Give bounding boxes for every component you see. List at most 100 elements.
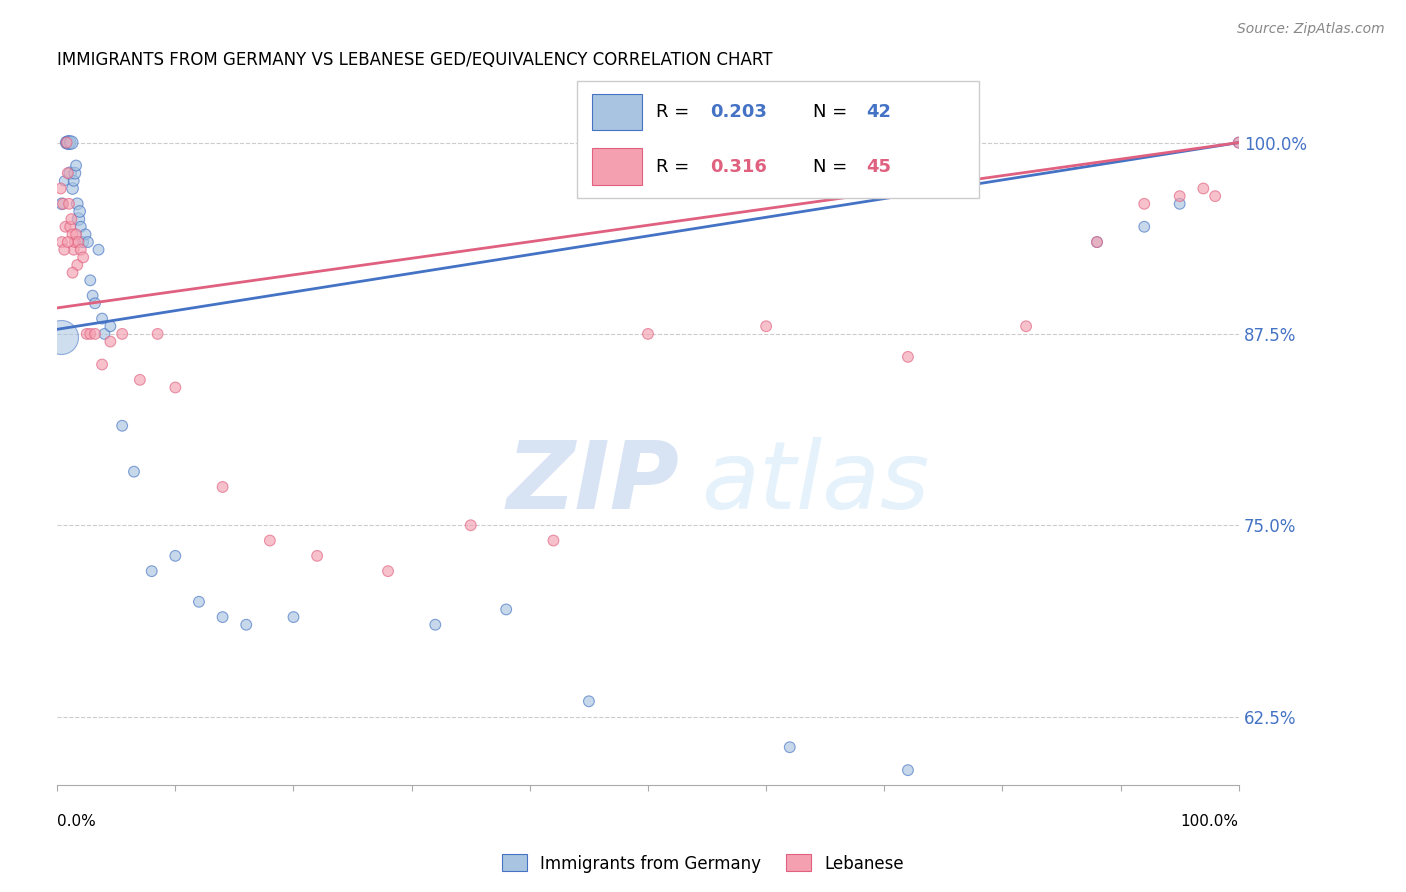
Point [56,136,79,150]
Point [60,212,83,227]
Point [52,196,75,211]
Point [141,564,163,578]
Point [98,334,121,349]
Point [66,258,89,272]
Point [63,235,86,249]
Point [62,227,84,242]
Point [211,480,233,494]
Point [91,311,114,326]
Point [63,166,86,180]
Point [1168,189,1191,203]
Legend: Immigrants from Germany, Lebanese: Immigrants from Germany, Lebanese [495,847,911,880]
Point [55,219,77,234]
Point [58,136,80,150]
Point [79,326,101,341]
Point [53,243,76,257]
Point [59,219,82,234]
Point [122,465,145,479]
Text: Source: ZipAtlas.com: Source: ZipAtlas.com [1237,22,1385,37]
Point [51,196,73,211]
Point [77,235,100,249]
Point [56,235,79,249]
Point [62,181,84,195]
Point [1192,181,1215,195]
Point [65,227,87,242]
Text: IMMIGRANTS FROM GERMANY VS LEBANESE GED/EQUIVALENCY CORRELATION CHART: IMMIGRANTS FROM GERMANY VS LEBANESE GED/… [58,51,773,69]
Point [91,358,114,372]
Point [1015,319,1038,334]
Point [460,518,482,533]
Text: 45: 45 [866,158,891,176]
Point [259,533,281,548]
Point [1227,136,1250,150]
Point [67,212,90,227]
Point [637,326,659,341]
Point [49,330,72,344]
Point [1204,189,1226,203]
Point [1133,219,1156,234]
Point [377,564,399,578]
Point [111,418,134,433]
FancyBboxPatch shape [576,81,979,197]
Point [53,174,76,188]
Point [211,610,233,624]
Point [62,266,84,280]
Point [60,136,83,150]
Point [55,136,77,150]
Point [76,326,98,341]
Text: atlas: atlas [702,437,929,528]
Text: N =: N = [814,158,853,176]
Point [779,740,801,755]
Point [65,159,87,173]
Point [897,350,920,364]
Point [578,694,600,708]
Point [79,273,101,287]
Point [87,243,110,257]
Text: 42: 42 [866,103,891,121]
Point [58,196,80,211]
Point [307,549,329,563]
Text: R =: R = [657,103,695,121]
Text: R =: R = [657,158,695,176]
Point [1133,196,1156,211]
Point [188,595,211,609]
Point [235,617,257,632]
Point [1168,196,1191,211]
Text: N =: N = [814,103,853,121]
Point [111,326,134,341]
Point [72,235,94,249]
Text: ZIP: ZIP [506,437,679,529]
Point [75,227,97,242]
FancyBboxPatch shape [592,148,643,185]
Point [425,617,447,632]
Point [69,204,91,219]
Point [84,326,107,341]
Point [62,174,84,188]
Point [82,288,104,302]
Point [495,602,517,616]
Point [67,235,90,249]
Point [1227,136,1250,150]
Point [165,549,187,563]
FancyBboxPatch shape [592,94,643,130]
Text: 0.316: 0.316 [710,158,768,176]
Text: 0.203: 0.203 [710,103,768,121]
Text: 0.0%: 0.0% [58,814,96,829]
Point [283,610,305,624]
Point [897,763,920,777]
Point [69,219,91,234]
Point [146,326,169,341]
Text: 100.0%: 100.0% [1181,814,1239,829]
Point [49,181,72,195]
Point [66,196,89,211]
Point [55,136,77,150]
Point [72,251,94,265]
Point [51,235,73,249]
Point [93,326,115,341]
Point [84,296,107,310]
Point [1085,235,1108,249]
Point [165,380,187,394]
Point [755,319,778,334]
Point [69,243,91,257]
Point [62,243,84,257]
